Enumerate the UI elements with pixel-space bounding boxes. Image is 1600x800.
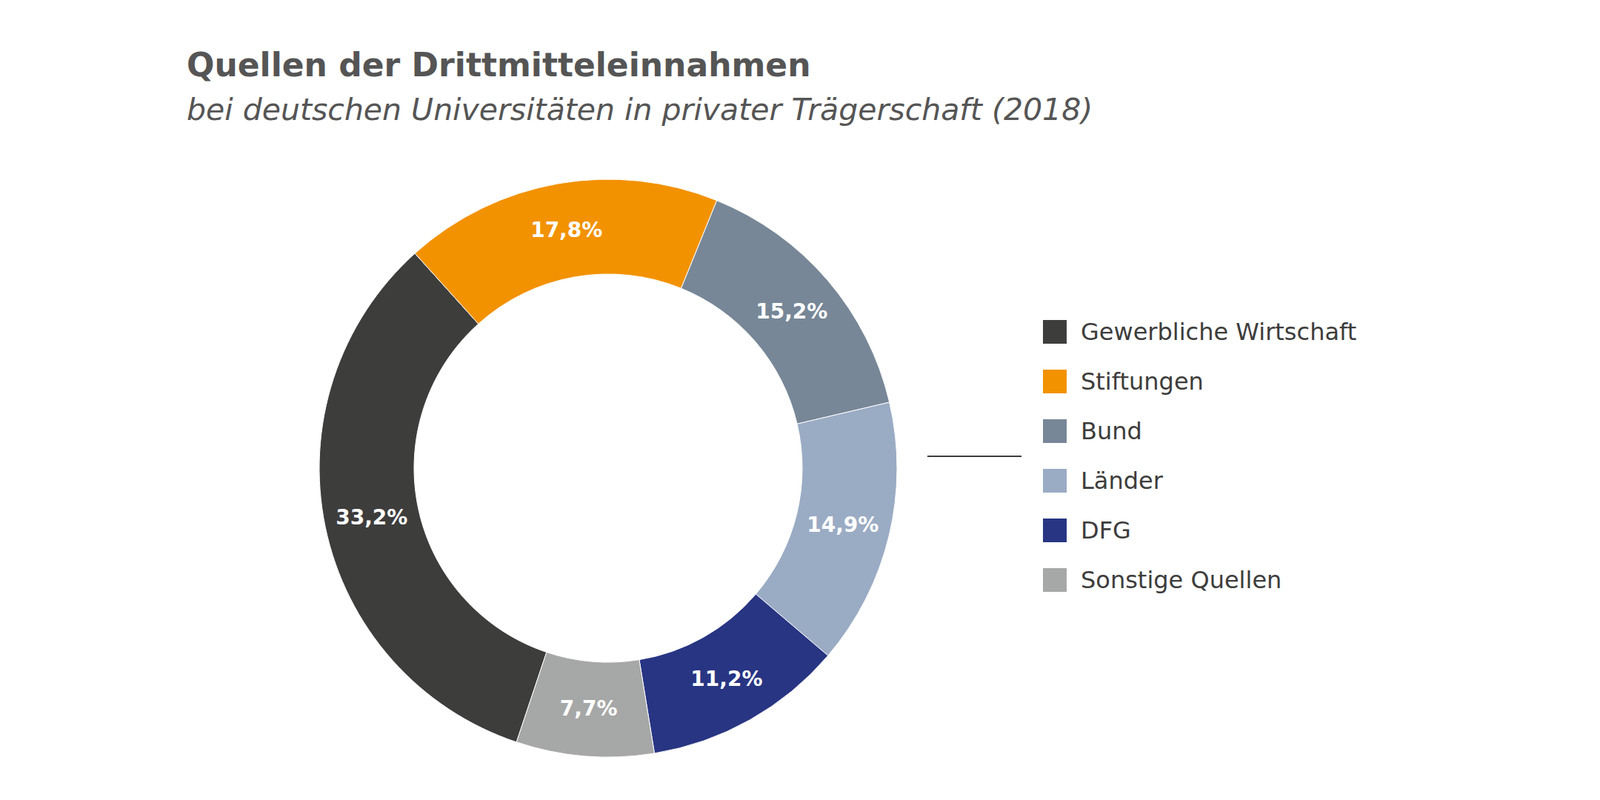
- legend-connector: [927, 455, 1022, 458]
- legend-swatch: [1042, 369, 1067, 394]
- data-label: 17,8%: [530, 217, 603, 243]
- slice: [319, 253, 547, 743]
- legend-label: Stiftungen: [1080, 367, 1204, 396]
- data-label: 7,7%: [560, 696, 618, 721]
- chart: Quellen der Drittmitteleinnahmen bei deut…: [0, 0, 1600, 800]
- legend-label: Bund: [1080, 417, 1143, 446]
- data-label: 15,2%: [755, 299, 828, 324]
- legend: Gewerbliche Wirtschaft Stiftungen Bund Länd…: [927, 317, 1357, 595]
- data-labels: 33,2% 17,8% 15,2% 14,9% 11,2% 7,7%: [335, 217, 879, 721]
- slice: [516, 651, 655, 758]
- subtitle: bei deutschen Universitäten in privater …: [186, 91, 1093, 128]
- legend-label: Länder: [1080, 466, 1164, 495]
- data-label: 11,2%: [690, 666, 763, 692]
- legend-swatch: [1042, 419, 1067, 443]
- legend-swatch: [1042, 568, 1067, 592]
- legend-swatch: [1042, 468, 1067, 493]
- slices: [319, 179, 898, 758]
- legend-label: Gewerbliche Wirtschaft: [1080, 317, 1357, 346]
- slice: [639, 594, 829, 754]
- data-label: 14,9%: [806, 512, 879, 538]
- slice: [414, 179, 718, 324]
- legend-swatch: [1042, 320, 1067, 344]
- slice: [681, 200, 890, 425]
- data-label: 33,2%: [335, 505, 408, 530]
- legend-swatch: [1042, 518, 1067, 543]
- title: Quellen der Drittmitteleinnahmen: [186, 45, 811, 84]
- legend-label: DFG: [1080, 516, 1132, 545]
- legend-label: Sonstige Quellen: [1080, 565, 1282, 595]
